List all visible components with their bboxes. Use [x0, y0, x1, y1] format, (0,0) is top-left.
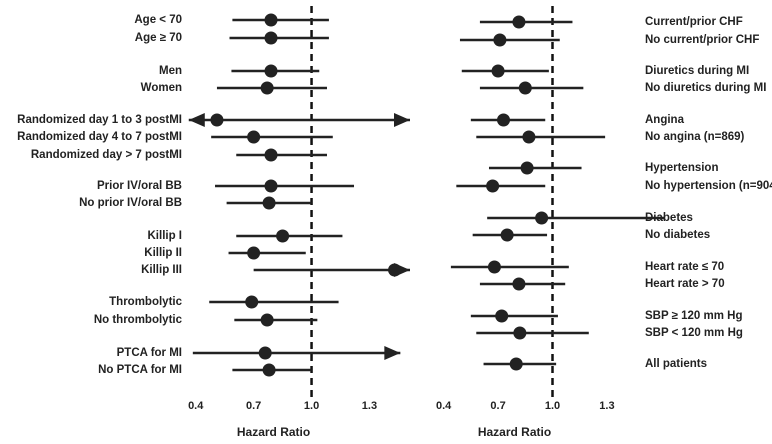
- x-axis-label: Hazard Ratio: [237, 425, 310, 439]
- point-estimate: [486, 179, 500, 193]
- row-label: Randomized day > 7 postMI: [31, 149, 182, 161]
- row-label: Prior IV/oral BB: [97, 180, 182, 192]
- row-label: Age < 70: [134, 14, 182, 26]
- x-tick-label: 1.3: [599, 400, 614, 412]
- row-label: No hypertension (n=904): [645, 180, 772, 192]
- row-label: Heart rate > 70: [645, 278, 725, 290]
- point-estimate: [491, 64, 505, 78]
- row-label: Randomized day 4 to 7 postMI: [17, 131, 182, 143]
- point-estimate: [264, 31, 278, 45]
- point-estimate: [247, 246, 261, 260]
- x-tick-label: 0.7: [246, 400, 261, 412]
- row-label: Angina: [645, 114, 685, 126]
- point-estimate: [388, 263, 402, 277]
- row-label: PTCA for MI: [117, 347, 182, 359]
- point-estimate: [512, 277, 526, 291]
- row-label: Killip III: [141, 264, 182, 276]
- point-estimate: [520, 161, 534, 175]
- point-estimate: [487, 260, 501, 274]
- point-estimate: [258, 346, 272, 360]
- row-label: Current/prior CHF: [645, 16, 743, 28]
- point-estimate: [247, 130, 261, 144]
- x-tick-label: 0.4: [436, 400, 452, 412]
- x-tick-label: 0.7: [490, 400, 505, 412]
- x-tick-label: 0.4: [188, 400, 204, 412]
- row-label: Killip I: [148, 230, 183, 242]
- row-label: No current/prior CHF: [645, 34, 759, 46]
- row-label: SBP < 120 mm Hg: [645, 327, 743, 339]
- x-tick-label: 1.0: [545, 400, 560, 412]
- row-label: No diabetes: [645, 229, 710, 241]
- row-label: All patients: [645, 358, 707, 370]
- point-estimate: [493, 33, 507, 47]
- point-estimate: [509, 357, 523, 371]
- point-estimate: [522, 130, 536, 144]
- point-estimate: [497, 113, 511, 127]
- point-estimate: [262, 196, 276, 210]
- row-label: No PTCA for MI: [98, 364, 182, 376]
- point-estimate: [518, 81, 532, 95]
- row-label: Men: [159, 65, 182, 77]
- row-label: Killip II: [144, 247, 182, 259]
- point-estimate: [245, 295, 259, 309]
- point-estimate: [495, 309, 509, 323]
- point-estimate: [264, 13, 278, 27]
- x-tick-label: 1.0: [304, 400, 319, 412]
- arrowhead-right: [384, 346, 401, 360]
- row-label: No prior IV/oral BB: [79, 197, 182, 209]
- point-estimate: [260, 81, 274, 95]
- x-tick-label: 1.3: [362, 400, 377, 412]
- x-axis-label: Hazard Ratio: [478, 425, 551, 439]
- point-estimate: [500, 228, 514, 242]
- row-label: Diabetes: [645, 212, 693, 224]
- point-estimate: [260, 313, 274, 327]
- row-label: SBP ≥ 120 mm Hg: [645, 310, 743, 322]
- row-label: Hypertension: [645, 162, 719, 174]
- point-estimate: [210, 113, 224, 127]
- row-label: Women: [141, 82, 182, 94]
- row-label: No diuretics during MI: [645, 82, 766, 94]
- row-label: Thrombolytic: [109, 296, 182, 308]
- row-label: Diuretics during MI: [645, 65, 749, 77]
- point-estimate: [264, 64, 278, 78]
- point-estimate: [535, 211, 549, 225]
- arrowhead-right: [394, 113, 410, 127]
- row-label: No thrombolytic: [94, 314, 183, 326]
- row-label: Randomized day 1 to 3 postMI: [17, 114, 182, 126]
- point-estimate: [262, 363, 276, 377]
- point-estimate: [513, 326, 527, 340]
- row-label: No angina (n=869): [645, 131, 745, 143]
- row-label: Heart rate ≤ 70: [645, 261, 724, 273]
- arrowhead-left: [188, 113, 205, 127]
- point-estimate: [512, 15, 526, 29]
- point-estimate: [264, 148, 278, 162]
- point-estimate: [264, 179, 278, 193]
- point-estimate: [276, 229, 290, 243]
- row-label: Age ≥ 70: [135, 32, 182, 44]
